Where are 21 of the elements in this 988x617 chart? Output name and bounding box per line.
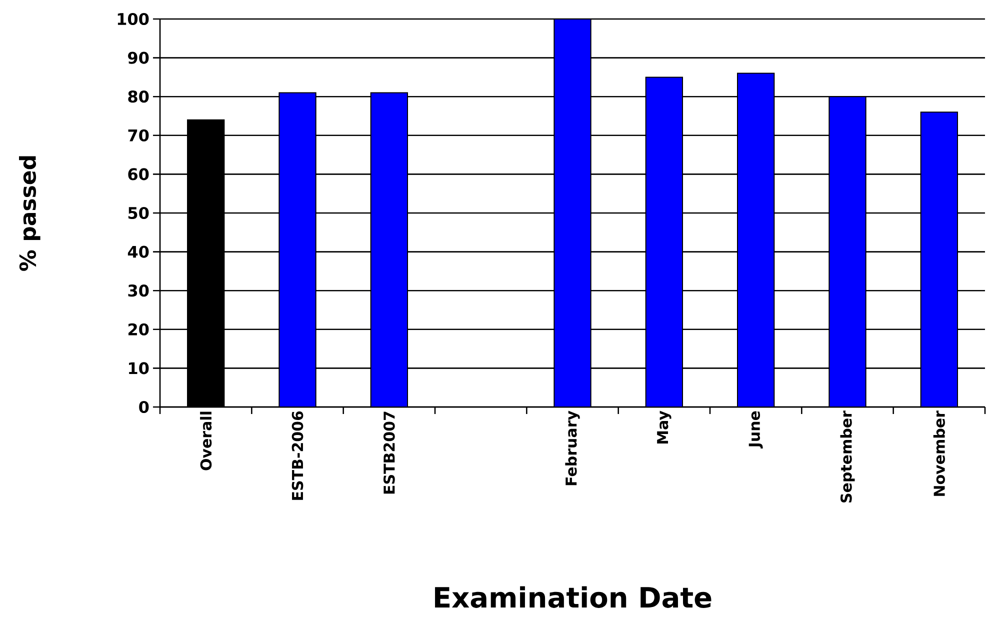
x-tick-label: ESTB2007 [383,412,395,494]
y-tick-label: 10 [129,362,149,374]
y-tick-label: 60 [128,168,149,180]
y-tick-label: 70 [128,129,149,142]
x-tick-label: February [565,410,580,486]
x-tick-label: November [933,410,945,496]
x-tick-label: June [748,411,763,448]
y-tick-label: 50 [128,206,149,220]
x-tick-label: September [840,410,855,502]
y-tick-label: 40 [128,246,149,258]
x-tick-label: May [657,410,672,444]
y-tick-label: 20 [128,323,149,336]
y-tick-label: 30 [128,284,149,297]
x-tick-label: Overall [200,412,212,470]
y-tick-label: 90 [128,52,149,64]
y-axis-title: % passed [19,156,40,271]
y-tick-label: 0 [139,400,149,414]
x-axis-title: Examination Date [435,586,712,608]
x-tick-label: ESTB-2006 [292,411,304,500]
y-tick-label: 100 [118,12,149,26]
y-tick-label: 80 [128,90,149,103]
